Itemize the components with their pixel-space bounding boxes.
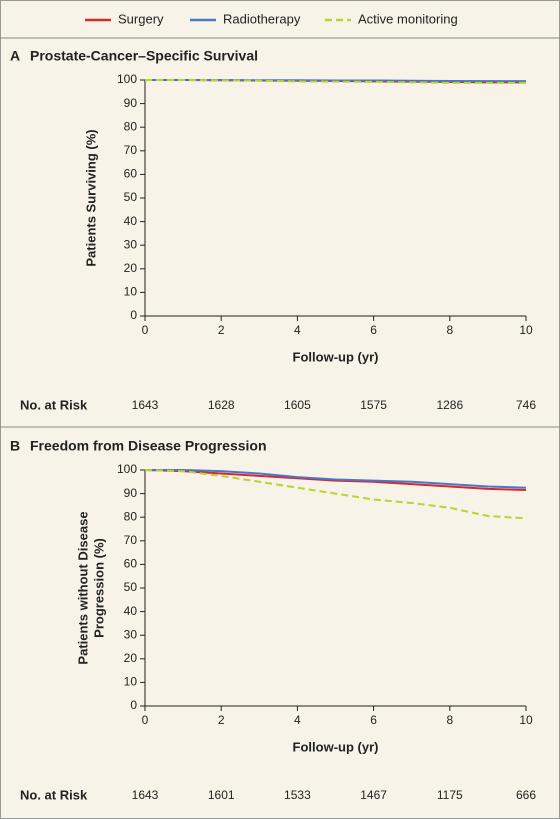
- at-risk-value: 1533: [284, 788, 311, 802]
- legend-label: Radiotherapy: [223, 11, 301, 26]
- y-tick-label: 80: [124, 119, 138, 133]
- panel-title: Freedom from Disease Progression: [30, 438, 267, 454]
- y-tick-label: 50: [124, 190, 138, 204]
- at-risk-value: 1605: [284, 398, 311, 412]
- y-tick-label: 90: [124, 96, 138, 110]
- x-tick-label: 10: [519, 323, 533, 337]
- x-axis-label: Follow-up (yr): [293, 739, 379, 754]
- at-risk-value: 1575: [360, 398, 387, 412]
- x-tick-label: 2: [218, 713, 225, 727]
- x-tick-label: 6: [370, 323, 377, 337]
- x-tick-label: 8: [446, 323, 453, 337]
- y-tick-label: 40: [124, 214, 138, 228]
- at-risk-label: No. at Risk: [20, 787, 88, 802]
- y-tick-label: 0: [130, 698, 137, 712]
- y-tick-label: 60: [124, 167, 138, 181]
- at-risk-value: 1601: [208, 788, 235, 802]
- y-tick-label: 90: [124, 486, 138, 500]
- y-tick-label: 100: [117, 462, 137, 476]
- y-tick-label: 70: [124, 143, 138, 157]
- y-tick-label: 80: [124, 509, 138, 523]
- at-risk-value: 1643: [132, 788, 159, 802]
- x-tick-label: 4: [294, 323, 301, 337]
- at-risk-value: 1467: [360, 788, 387, 802]
- y-tick-label: 0: [130, 308, 137, 322]
- y-tick-label: 50: [124, 580, 138, 594]
- y-tick-label: 100: [117, 72, 137, 86]
- at-risk-value: 1643: [132, 398, 159, 412]
- y-tick-label: 20: [124, 651, 138, 665]
- x-tick-label: 4: [294, 713, 301, 727]
- x-tick-label: 10: [519, 713, 533, 727]
- legend-label: Surgery: [118, 11, 164, 26]
- x-tick-label: 8: [446, 713, 453, 727]
- y-tick-label: 70: [124, 533, 138, 547]
- x-tick-label: 2: [218, 323, 225, 337]
- x-axis-label: Follow-up (yr): [293, 349, 379, 364]
- y-axis-label: Patients without Disease: [75, 511, 90, 664]
- at-risk-value: 666: [516, 788, 536, 802]
- y-tick-label: 30: [124, 237, 138, 251]
- legend-label: Active monitoring: [358, 11, 458, 26]
- at-risk-value: 1286: [436, 398, 463, 412]
- at-risk-value: 746: [516, 398, 536, 412]
- at-risk-label: No. at Risk: [20, 397, 88, 412]
- y-tick-label: 10: [124, 285, 138, 299]
- y-tick-label: 60: [124, 557, 138, 571]
- y-axis-label: Patients Surviving (%): [83, 129, 98, 266]
- x-tick-label: 0: [142, 713, 149, 727]
- y-tick-label: 20: [124, 261, 138, 275]
- line-series: [144, 469, 527, 492]
- at-risk-value: 1175: [437, 788, 463, 802]
- y-tick-label: 40: [124, 604, 138, 618]
- y-axis-label: Progression (%): [91, 538, 106, 638]
- panel-title: Prostate-Cancer–Specific Survival: [30, 48, 258, 64]
- x-tick-label: 6: [370, 713, 377, 727]
- y-tick-label: 30: [124, 627, 138, 641]
- panel-label: A: [10, 48, 20, 64]
- panel-label: B: [10, 438, 20, 454]
- line-series: [145, 79, 526, 84]
- at-risk-value: 1628: [208, 398, 235, 412]
- line-series: [145, 79, 526, 83]
- line-series: [145, 469, 527, 489]
- x-tick-label: 0: [142, 323, 149, 337]
- y-tick-label: 10: [124, 675, 138, 689]
- line-series: [144, 469, 527, 520]
